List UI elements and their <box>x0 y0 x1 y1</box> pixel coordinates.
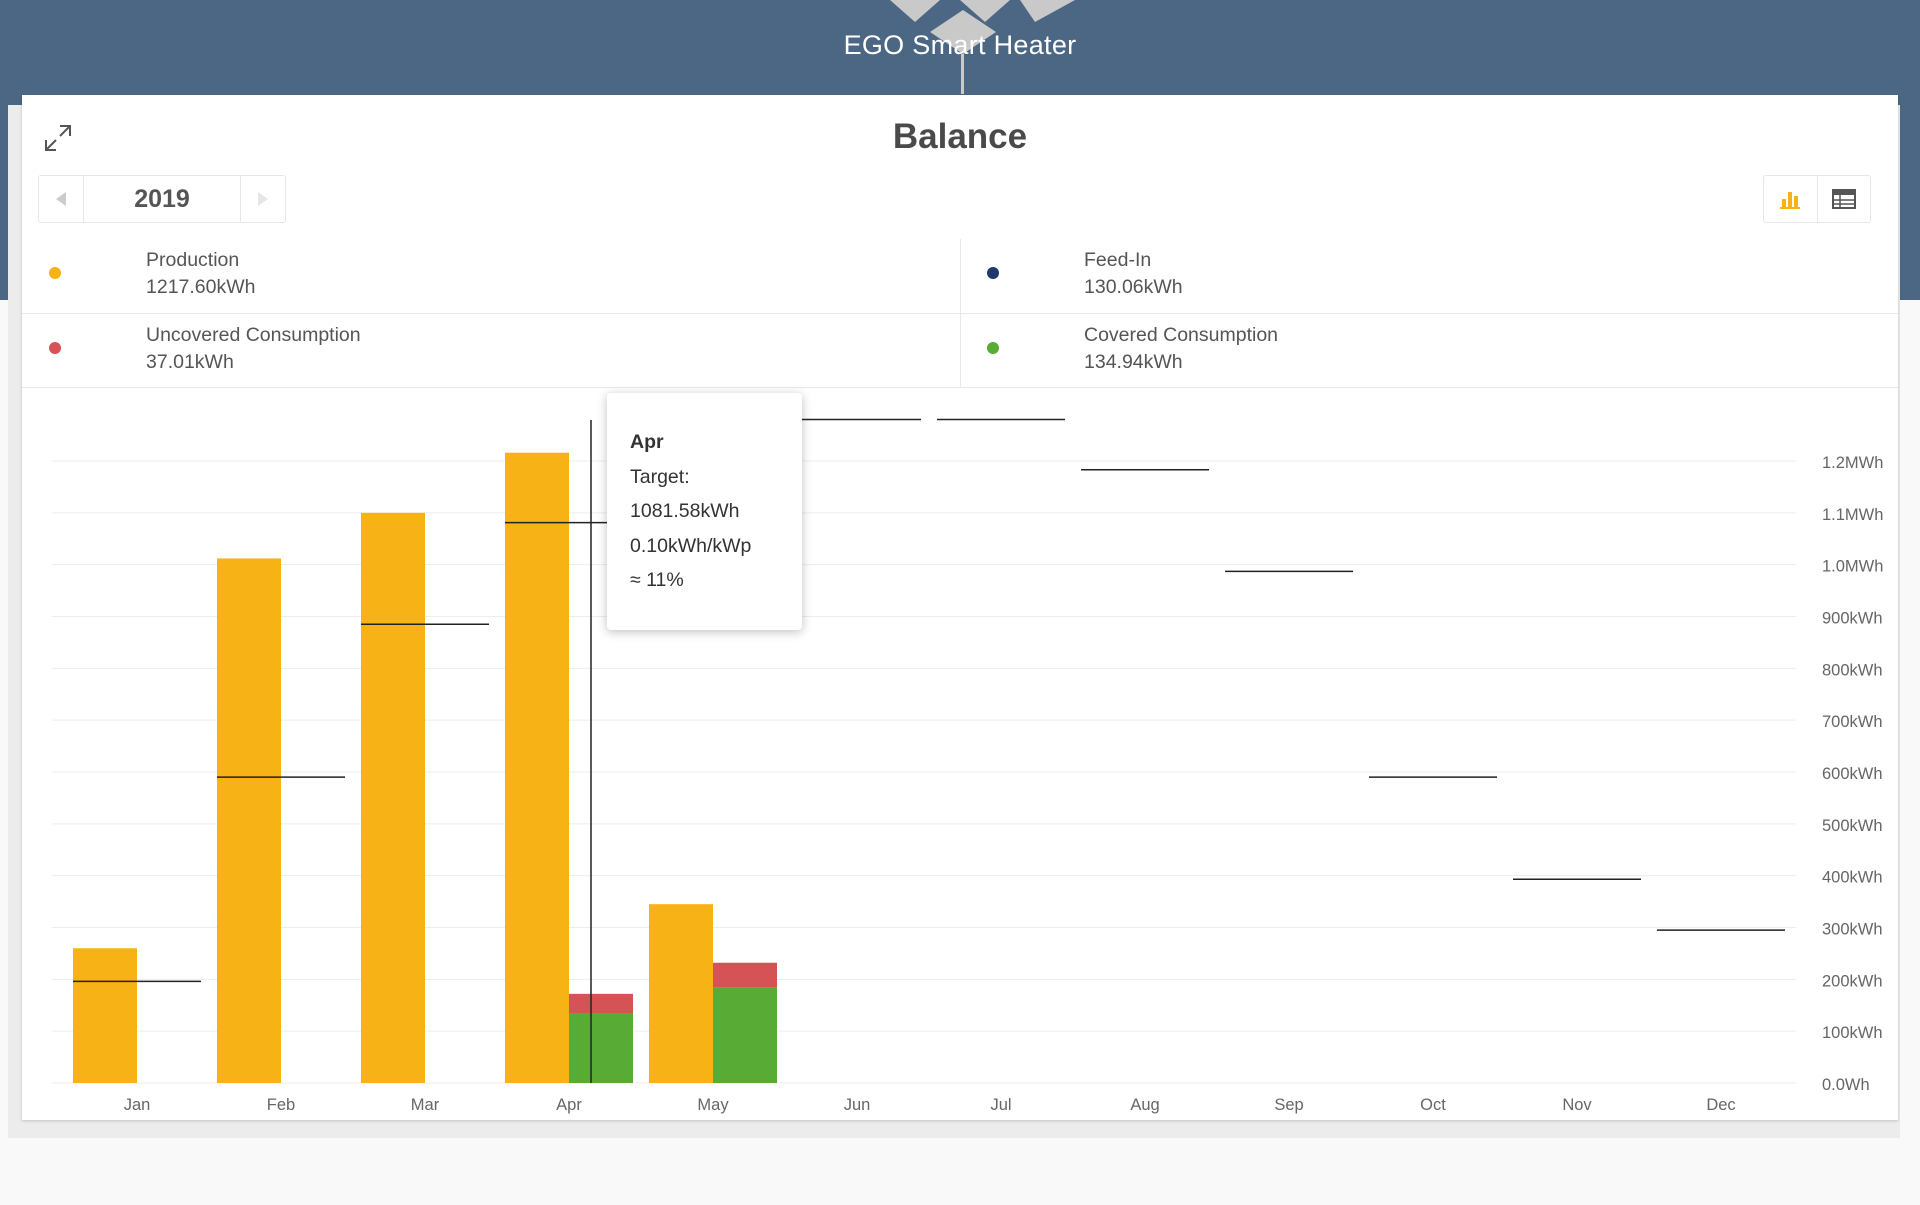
y-tick-label: 1.1MWh <box>1822 506 1883 524</box>
table-icon <box>1831 189 1856 209</box>
x-tick-label: May <box>697 1096 729 1114</box>
legend-value: 1217.60kWh <box>146 276 256 298</box>
legend-value: 130.06kWh <box>1084 276 1183 298</box>
y-tick-label: 300kWh <box>1822 921 1883 939</box>
legend-value: 134.94kWh <box>1084 351 1183 373</box>
bar-production <box>217 558 281 1083</box>
x-tick-label: Oct <box>1420 1096 1446 1114</box>
y-tick-label: 600kWh <box>1822 765 1883 783</box>
card-title: Balance <box>892 117 1028 156</box>
x-tick-label: Nov <box>1562 1096 1592 1114</box>
bar-chart-icon <box>1780 192 1801 209</box>
x-tick-label: Dec <box>1706 1096 1735 1114</box>
bar-production <box>505 452 569 1083</box>
legend-item-covered-consumption[interactable]: Covered Consumption 134.94kWh <box>960 314 1898 388</box>
bar-production <box>649 904 713 1083</box>
legend-label: Feed-In <box>1084 249 1152 271</box>
x-tick-label: Mar <box>411 1096 440 1114</box>
legend-dot <box>987 267 999 279</box>
legend-value: 37.01kWh <box>146 351 234 373</box>
next-year-button[interactable] <box>240 176 285 222</box>
y-tick-label: 1.0MWh <box>1822 558 1883 576</box>
x-tick-label: Feb <box>267 1096 295 1114</box>
legend-item-feed-in[interactable]: Feed-In 130.06kWh <box>960 239 1898 313</box>
tooltip-target-label: Target: <box>630 465 690 488</box>
legend-dot <box>987 342 999 354</box>
view-toggle <box>1763 175 1871 223</box>
chart-tooltip: Apr Target: 1081.58kWh 0.10kWh/kWp ≈ 11% <box>607 393 802 630</box>
y-tick-label: 200kWh <box>1822 972 1883 990</box>
bar-production <box>361 512 425 1083</box>
bar-covered-consumption <box>713 987 777 1083</box>
legend-label: Uncovered Consumption <box>146 324 361 346</box>
x-tick-label: Aug <box>1130 1096 1159 1114</box>
y-tick-label: 100kWh <box>1822 1024 1883 1042</box>
triangle-left-icon <box>56 192 66 206</box>
app-title: EGO Smart Heater <box>843 30 1077 60</box>
tooltip-month: Apr <box>630 431 664 453</box>
y-tick-label: 1.2MWh <box>1822 454 1883 472</box>
divider <box>960 239 961 387</box>
legend-dot <box>49 267 61 279</box>
y-tick-label: 0.0Wh <box>1822 1076 1870 1094</box>
x-tick-label: Apr <box>556 1096 582 1114</box>
tooltip-target-value: 1081.58kWh <box>630 500 740 522</box>
logo-diamond-icon <box>890 0 1075 94</box>
y-tick-label: 400kWh <box>1822 869 1883 887</box>
legend-item-production[interactable]: Production 1217.60kWh <box>22 239 960 313</box>
chart-view-button[interactable] <box>1764 176 1818 222</box>
previous-year-button[interactable] <box>39 176 84 222</box>
legend-label: Covered Consumption <box>1084 324 1279 346</box>
legend: Production 1217.60kWh Feed-In 130.06kWh … <box>22 239 1898 388</box>
y-tick-label: 500kWh <box>1822 817 1883 835</box>
bar-covered-consumption <box>569 1013 633 1083</box>
tooltip-specific-yield: 0.10kWh/kWp <box>630 534 752 557</box>
year-selector: 2019 <box>38 175 286 223</box>
triangle-right-icon <box>258 192 268 206</box>
x-tick-label: Jun <box>844 1096 871 1114</box>
legend-label: Production <box>146 249 240 271</box>
table-view-button[interactable] <box>1818 176 1871 222</box>
legend-dot <box>49 342 61 354</box>
balance-card: Balance 2019 <box>22 95 1898 1120</box>
x-tick-label: Jan <box>124 1096 151 1114</box>
tooltip-percent: ≈ 11% <box>630 569 684 591</box>
x-tick-label: Sep <box>1274 1096 1303 1114</box>
y-tick-label: 800kWh <box>1822 661 1883 679</box>
year-label: 2019 <box>134 185 190 213</box>
bar-uncovered-consumption <box>713 962 777 988</box>
x-tick-label: Jul <box>990 1096 1011 1114</box>
y-tick-label: 900kWh <box>1822 610 1883 628</box>
bar-production <box>73 948 137 1083</box>
legend-item-uncovered-consumption[interactable]: Uncovered Consumption 37.01kWh <box>22 314 960 388</box>
expand-icon <box>45 125 71 151</box>
expand-button[interactable] <box>40 120 76 156</box>
bar-uncovered-consumption <box>569 993 633 1014</box>
y-tick-label: 700kWh <box>1822 713 1883 731</box>
